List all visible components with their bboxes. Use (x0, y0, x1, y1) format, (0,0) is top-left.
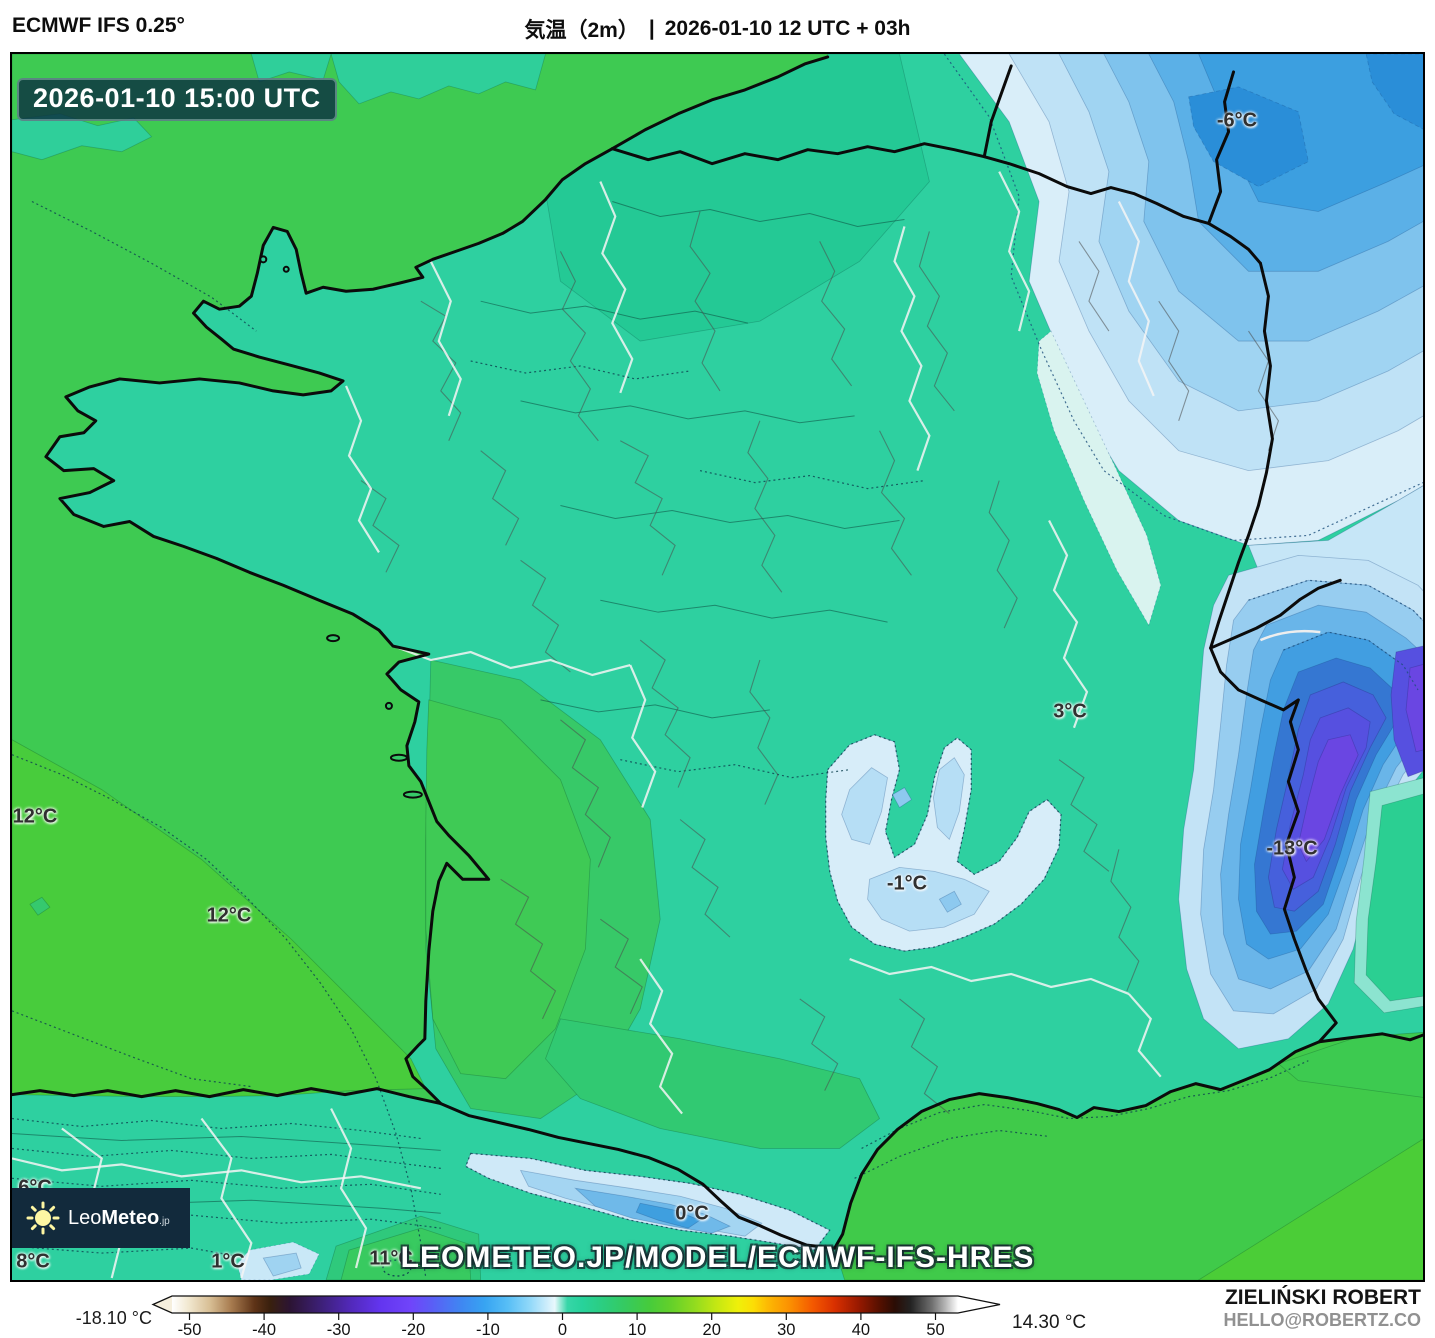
author-name: ZIELIŃSKI ROBERT (1224, 1286, 1421, 1309)
valid-time-badge: 2026-01-10 15:00 UTC (17, 78, 337, 121)
colorbar-tick-label: 10 (628, 1321, 646, 1338)
model-name: ECMWF IFS 0.25° (12, 14, 185, 37)
colorbar-tick-label: 0 (558, 1321, 567, 1338)
footer: -50 -40 -30 -20 -10 0 10 20 30 40 50 -18.10 °C 14.… (0, 1282, 1435, 1338)
variable-name: 気温（2m） (524, 19, 639, 42)
map-canvas: 2026-01-10 15:00 UTC -6°C 3°C -1°C -13°C 12°… (10, 52, 1425, 1282)
colorbar-tick-label: -50 (178, 1321, 202, 1338)
temperature-label: 0°C (675, 1202, 709, 1225)
logo-wordmark: LeoMeteo.jp (68, 1206, 170, 1229)
temperature-label: 11°C (369, 1247, 413, 1270)
temperature-contour-map (12, 54, 1423, 1280)
colorbar-tick-label: 40 (852, 1321, 870, 1338)
colorbar-tick-label: 20 (703, 1321, 721, 1338)
colorbar-ticks: -50 -40 -30 -20 -10 0 10 20 30 40 50 (178, 1313, 945, 1338)
temperature-label: -1°C (886, 872, 928, 895)
temperature-label: 1°C (211, 1250, 245, 1273)
leometeo-logo: LeoMeteo.jp (12, 1188, 190, 1248)
colorbar-tick-label: 50 (926, 1321, 944, 1338)
colorbar-tick-label: 30 (777, 1321, 795, 1338)
colorbar-min-label: -18.10 °C (76, 1308, 152, 1328)
colorbar-tick-label: -40 (252, 1321, 276, 1338)
colorbar-max-label: 14.30 °C (1012, 1312, 1086, 1333)
colorbar-tick-label: -30 (327, 1321, 351, 1338)
temperature-label: 12°C (12, 805, 58, 828)
colorbar-tick-label: -20 (401, 1321, 425, 1338)
credits: ZIELIŃSKI ROBERT HELLO@ROBERTZ.CO (1223, 1286, 1421, 1331)
header: ECMWF IFS 0.25° 気温（2m） | 2026-01-10 12 U… (0, 0, 1435, 52)
temperature-label: -6°C (1216, 109, 1258, 132)
temperature-label: 3°C (1053, 700, 1087, 723)
colorbar: -50 -40 -30 -20 -10 0 10 20 30 40 50 -18.10 °C 14.… (76, 1295, 1086, 1338)
sun-icon (26, 1201, 60, 1235)
run-info: 2026-01-10 12 UTC + 03h (664, 17, 911, 40)
colorbar-tick-label: -10 (476, 1321, 500, 1338)
watermark: LEOMETEO.JP/MODEL/ECMWF-IFS-HRES (400, 1241, 1035, 1274)
temperature-label: -13°C (1266, 837, 1318, 860)
title-separator: | (648, 17, 655, 40)
temperature-label: 12°C (206, 904, 252, 927)
map-title: 気温（2m） | 2026-01-10 12 UTC + 03h (525, 14, 911, 44)
temperature-label: 8°C (16, 1250, 50, 1273)
author-contact: HELLO@ROBERTZ.CO (1223, 1310, 1421, 1331)
